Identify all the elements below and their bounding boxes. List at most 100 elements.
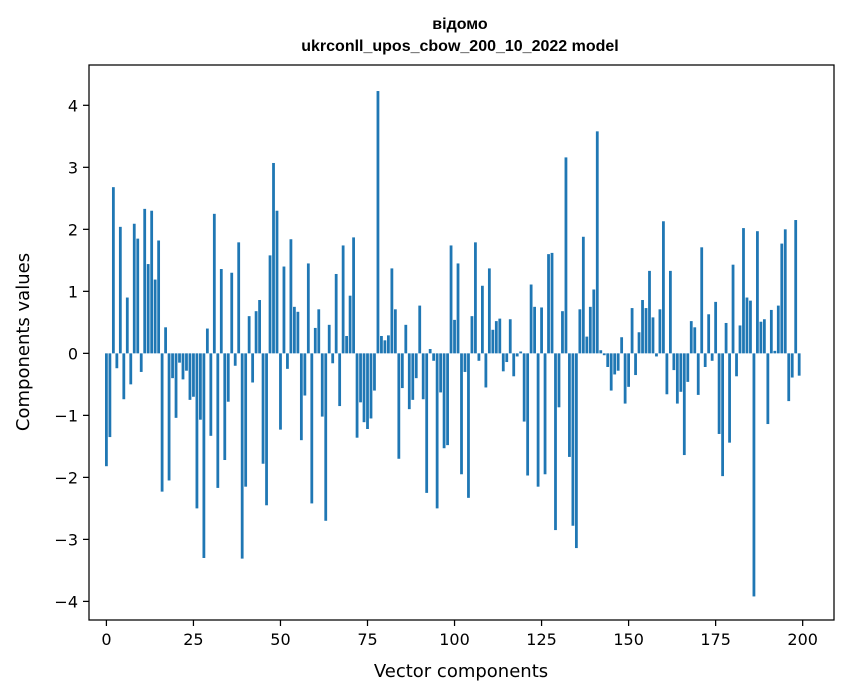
bar-4 — [118, 226, 122, 354]
bar-39 — [240, 353, 244, 559]
bar-178 — [724, 322, 728, 354]
bar-78 — [376, 91, 380, 354]
bar-42 — [251, 353, 255, 383]
bar-49 — [275, 210, 279, 354]
bar-196 — [787, 353, 791, 402]
bar-79 — [380, 335, 383, 354]
bar-53 — [289, 239, 293, 354]
bar-1 — [108, 353, 112, 438]
bar-148 — [620, 337, 624, 354]
bar-177 — [721, 353, 724, 477]
bar-45 — [261, 353, 265, 464]
bar-72 — [355, 353, 359, 438]
bar-22 — [181, 353, 185, 380]
bar-63 — [324, 353, 328, 521]
bar-58 — [306, 263, 310, 354]
bar-109 — [484, 353, 488, 388]
bar-150 — [627, 353, 630, 387]
bar-195 — [783, 229, 787, 354]
bar-6 — [125, 297, 129, 354]
bar-161 — [665, 353, 669, 395]
bar-35 — [226, 353, 230, 402]
bar-21 — [178, 353, 181, 363]
bar-166 — [682, 353, 686, 456]
bar-189 — [762, 319, 766, 354]
bar-169 — [693, 327, 697, 354]
bar-25 — [192, 353, 195, 397]
bar-83 — [393, 309, 397, 354]
bar-186 — [752, 353, 756, 597]
bar-81 — [387, 335, 390, 354]
bar-164 — [675, 353, 679, 404]
bar-184 — [745, 297, 749, 354]
bar-179 — [728, 353, 731, 443]
bar-124 — [536, 353, 540, 487]
bar-70 — [348, 295, 352, 354]
bar-76 — [369, 353, 373, 419]
bar-159 — [658, 309, 662, 354]
bar-7 — [129, 353, 133, 385]
bar-104 — [467, 353, 470, 498]
bar-181 — [735, 353, 738, 377]
bar-16 — [160, 353, 164, 492]
bar-59 — [310, 353, 314, 504]
bar-67 — [338, 353, 342, 407]
bar-129 — [554, 353, 557, 531]
bar-121 — [526, 353, 530, 476]
bar-153 — [637, 332, 641, 354]
bar-105 — [470, 316, 474, 354]
bar-31 — [212, 213, 216, 354]
bar-127 — [547, 254, 550, 354]
bar-32 — [216, 353, 220, 488]
bar-77 — [373, 353, 376, 391]
x-axis-ticks: 0 25 50 75 100 125 150 175 200 — [101, 620, 818, 649]
bar-165 — [679, 353, 683, 392]
bar-134 — [571, 353, 575, 526]
bar-52 — [286, 353, 289, 369]
bar-60 — [313, 327, 317, 354]
bar-24 — [188, 353, 192, 400]
bar-54 — [293, 306, 296, 354]
bar-172 — [703, 353, 707, 367]
bar-130 — [557, 353, 561, 408]
bar-133 — [568, 353, 571, 457]
bar-188 — [759, 321, 763, 354]
bar-51 — [282, 266, 286, 354]
bar-55 — [296, 311, 300, 354]
bar-88 — [411, 353, 415, 400]
bar-183 — [742, 228, 745, 354]
x-axis-label: Vector components — [374, 661, 548, 682]
bar-114 — [501, 353, 505, 372]
bar-176 — [717, 353, 721, 434]
bar-198 — [794, 220, 798, 354]
bar-95 — [435, 353, 439, 509]
bar-0 — [105, 353, 108, 467]
bar-107 — [477, 353, 481, 361]
bar-118 — [515, 353, 519, 357]
bar-125 — [540, 307, 543, 354]
bar-120 — [522, 353, 526, 422]
bar-149 — [623, 353, 627, 404]
bar-17 — [164, 327, 167, 354]
y-tick-label: −1 — [54, 406, 78, 425]
bar-37 — [233, 353, 237, 366]
bar-103 — [463, 353, 467, 372]
bar-155 — [644, 308, 648, 354]
bar-187 — [756, 231, 759, 354]
bar-101 — [456, 263, 460, 354]
bar-33 — [219, 269, 223, 354]
bar-29 — [205, 328, 209, 354]
bar-89 — [414, 353, 418, 379]
bar-23 — [185, 353, 188, 371]
bar-38 — [237, 242, 241, 354]
bar-199 — [797, 353, 801, 376]
bar-126 — [543, 353, 547, 475]
bars-group — [105, 91, 801, 597]
x-tick-label: 150 — [613, 630, 644, 649]
bar-36 — [230, 272, 234, 354]
y-tick-label: 0 — [68, 344, 78, 363]
bar-190 — [766, 353, 770, 425]
bar-3 — [115, 353, 119, 369]
bar-139 — [588, 306, 592, 354]
